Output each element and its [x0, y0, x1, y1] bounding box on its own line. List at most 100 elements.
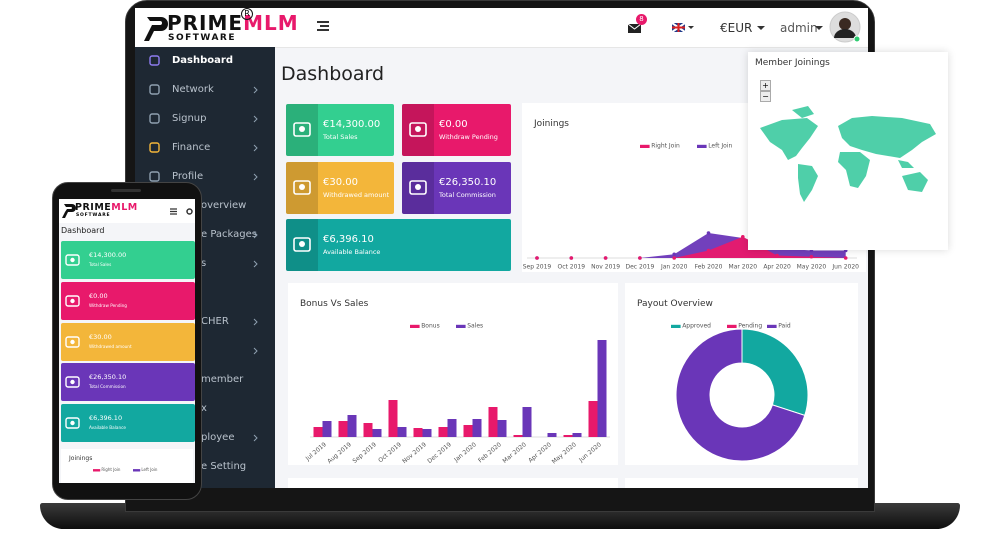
x-tick-label: Dec 2019: [626, 264, 655, 271]
nav-item[interactable]: e Setting: [201, 461, 247, 472]
legend-swatch: [727, 324, 737, 328]
stat-tile[interactable]: €6,396.10 Available Balance: [286, 219, 511, 271]
tile-icon: [63, 292, 83, 314]
bar: [563, 435, 573, 437]
caret: [815, 26, 823, 30]
tile-label: Total Sales: [89, 262, 112, 267]
nav-icon: [149, 171, 160, 182]
notification-badge: 8: [636, 14, 647, 25]
bar: [322, 421, 332, 437]
legend-label: Left Join: [708, 143, 732, 150]
nav-chevron: [253, 318, 258, 326]
zoom-out[interactable]: −: [760, 91, 771, 102]
joinings-chart: Joinings Right Join Left Join Sep 2019 Oct 2…: [523, 119, 859, 271]
mail-icon[interactable]: [627, 20, 643, 34]
tile-icon: [286, 162, 318, 214]
stat-tile[interactable]: €0.00 Withdraw Pending: [402, 104, 511, 156]
envelope-flap: [627, 23, 642, 30]
nav-item[interactable]: ployee: [201, 432, 235, 443]
x-tick-label: Dec 2019: [426, 441, 453, 465]
logo-p: [62, 204, 76, 218]
flag-cross: [672, 23, 685, 32]
tile-icon-glyph: [65, 335, 80, 348]
south-america: [798, 164, 818, 202]
bar: [513, 435, 523, 437]
bar: [313, 427, 323, 437]
legend-swatch: [697, 144, 707, 148]
phone-menu[interactable]: [170, 208, 178, 215]
stat-tile[interactable]: €26,350.10 Total Commission: [402, 162, 511, 214]
donut-slice: [675, 328, 806, 462]
nav-chevron: [253, 231, 258, 239]
legend-swatch: [133, 469, 141, 472]
user-menu[interactable]: admin: [780, 21, 818, 35]
x-tick-label: May 2020: [551, 441, 578, 465]
nav-item[interactable]: Finance: [172, 142, 211, 153]
phone-stat-tile[interactable]: €0.00 Withdraw Pending: [61, 281, 195, 320]
phone-stat-tile[interactable]: €6,396.10 Available Balance: [61, 404, 195, 443]
bonus-card: Bonus Vs Sales Bonus Sales Jul 2019 Aug 2019…: [288, 283, 618, 466]
chevron: [253, 86, 258, 94]
icon-shape: [293, 180, 311, 195]
tile-label: Available Balance: [89, 425, 126, 431]
phone-stat-tile[interactable]: €14,300.00 Total Sales: [61, 241, 195, 279]
series-point: [741, 234, 745, 239]
nav-icon: [149, 142, 160, 153]
x-tick-label: Oct 2019: [558, 264, 586, 271]
tile-value: €0.00: [89, 291, 108, 300]
logo-name: PRIME: [167, 11, 244, 35]
nav-chevron: [253, 434, 258, 442]
tile-value: €30.00: [89, 332, 112, 341]
nav-item[interactable]: Network: [172, 84, 214, 95]
phone-stat-tile[interactable]: €30.00 Withdrawed amount: [61, 322, 195, 361]
legend-label: Right Join: [651, 143, 680, 150]
speaker: [111, 189, 141, 192]
phone-joinings-card: Joinings Right Join Left Join: [61, 449, 193, 483]
stat-tile[interactable]: €14,300.00 Total Sales: [286, 104, 394, 156]
icon-shape: [293, 122, 311, 137]
icon-shape: [65, 295, 80, 307]
icon-shape: [409, 122, 427, 137]
map-title: Member Joinings: [755, 58, 830, 68]
map-widget: Member Joinings + −: [748, 52, 948, 250]
language-select[interactable]: [672, 23, 696, 33]
nav-item[interactable]: CHER: [201, 316, 229, 327]
currency-select[interactable]: €EUR: [720, 21, 753, 35]
x-tick-label: Jul 2019: [304, 441, 328, 463]
stat-tile[interactable]: €30.00 Withdrawed amount: [286, 162, 394, 214]
phone-page-title: Dashboard: [61, 226, 105, 235]
nav-item[interactable]: x: [201, 403, 207, 414]
tile-value: €14,300.00: [323, 119, 381, 130]
tile-icon: [402, 162, 434, 214]
nav-item[interactable]: Signup: [172, 113, 207, 124]
nav-icon: [149, 84, 160, 95]
tile-icon: [63, 373, 83, 395]
legend-label: Bonus: [421, 323, 440, 330]
avatar[interactable]: [829, 11, 863, 45]
x-tick-label: Jan 2020: [452, 441, 478, 464]
phone-logo-tagline: SOFTWARE: [76, 213, 111, 218]
nav-item[interactable]: member: [201, 374, 244, 385]
next-card: [625, 478, 858, 488]
phone: PRIMEMLM SOFTWARE Dashboard €14,300.00 To…: [52, 182, 202, 500]
bar: [413, 428, 423, 437]
icon-dot: [299, 241, 305, 247]
menu-toggle[interactable]: [317, 20, 331, 32]
nav-item[interactable]: e Packages: [201, 229, 257, 240]
nav-item[interactable]: s: [201, 258, 207, 269]
icon-shape: [65, 335, 80, 348]
tile-icon-glyph: [65, 254, 80, 266]
phone-joinings-title: Joinings: [69, 455, 93, 462]
legend-label: Approved: [682, 323, 711, 330]
nav-item[interactable]: Profile: [172, 171, 204, 182]
menu-bar: [317, 29, 329, 31]
payout-card: Payout Overview Approved Pending Paid: [625, 283, 858, 465]
eurasia: [838, 116, 936, 158]
nav-item[interactable]: overview: [201, 200, 247, 211]
phone-stat-tile[interactable]: €26,350.10 Total Commission: [61, 363, 195, 402]
icon-dot: [299, 184, 305, 190]
nav-item[interactable]: Dashboard: [172, 55, 233, 66]
chart-title: Bonus Vs Sales: [300, 299, 369, 309]
phone-settings[interactable]: [186, 208, 193, 215]
zoom-in[interactable]: +: [760, 80, 771, 91]
